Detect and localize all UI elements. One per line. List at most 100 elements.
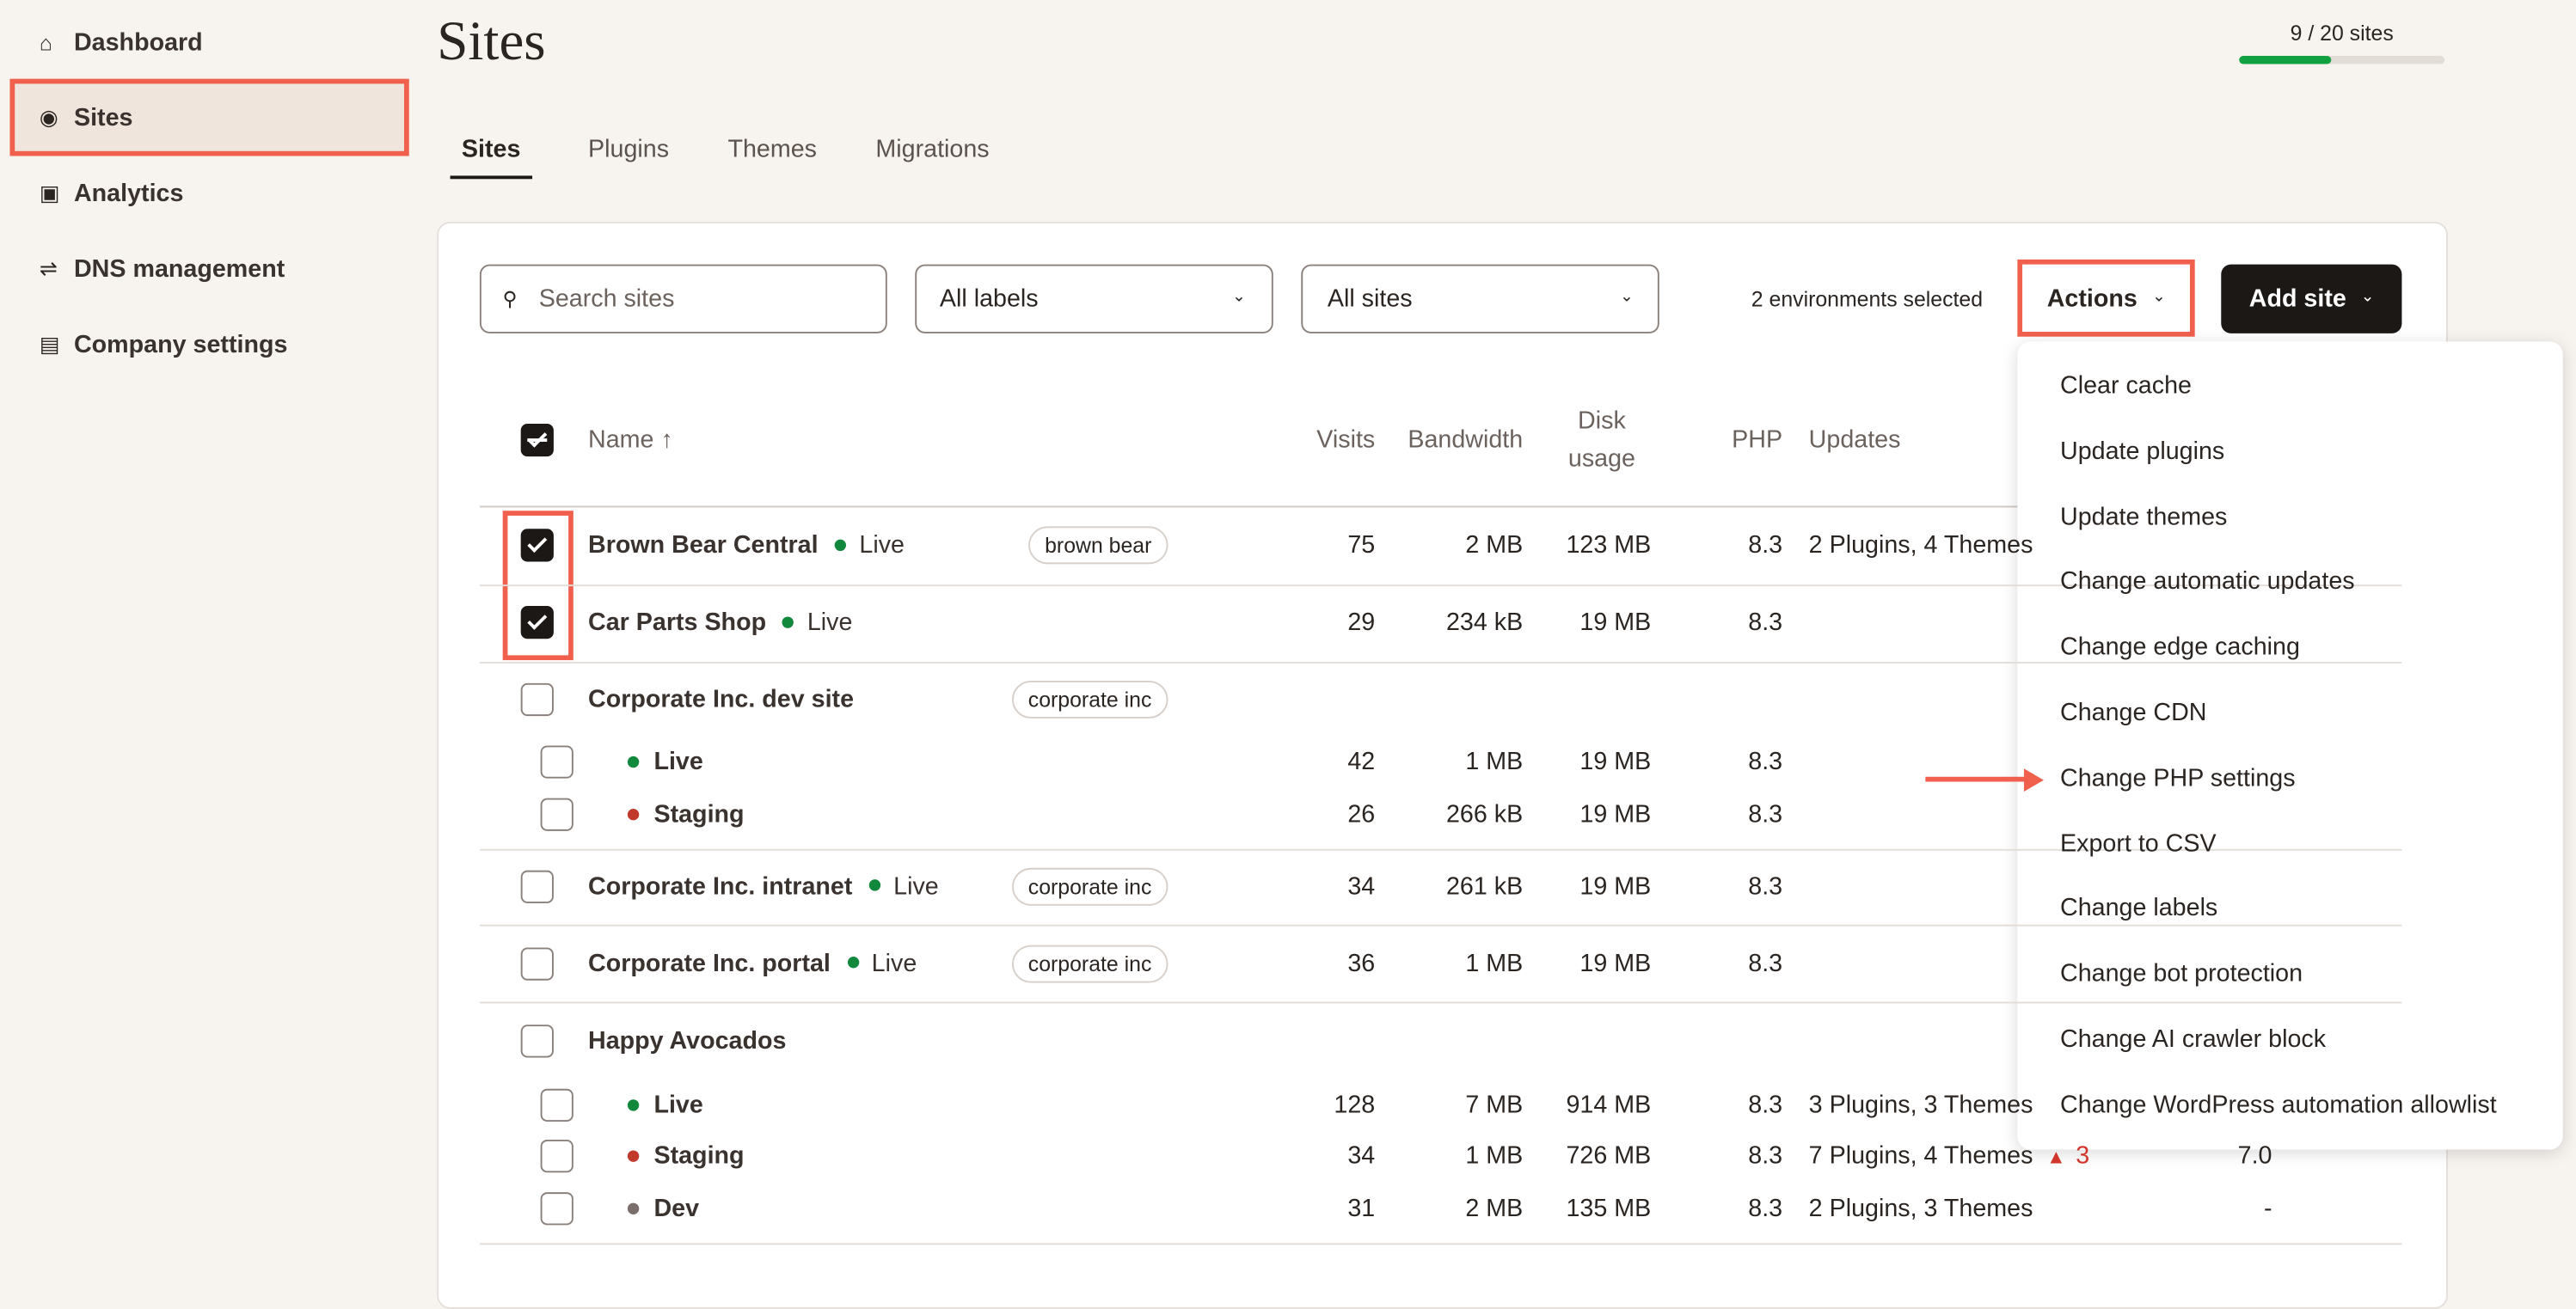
tab[interactable]: Sites (461, 135, 521, 164)
sidebar-item[interactable]: Sites (73, 104, 133, 132)
menu-item[interactable]: Change bot protection (2060, 960, 2303, 988)
page-title: Sites (437, 11, 546, 73)
site-name-text[interactable]: Happy Avocados (588, 1026, 787, 1055)
disk-usage: 914 MB (1566, 1090, 1652, 1119)
site-name-text[interactable]: Corporate Inc. intranet (588, 872, 853, 901)
tab[interactable]: Themes (727, 135, 817, 164)
php-version: 8.3 (1748, 748, 1783, 776)
add-site-button[interactable] (2221, 264, 2402, 333)
env-dot (627, 1150, 640, 1162)
indeterminate-mark (527, 438, 548, 442)
add-site-label: Add site (2248, 284, 2346, 313)
label-pill: corporate inc (1011, 944, 1168, 982)
env-checkbox[interactable] (540, 1087, 573, 1122)
column-header: Updates (1808, 425, 1901, 455)
screen: Sites 9 / 20 sites ⚲ Search sites All la… (0, 0, 2576, 1278)
php-version: 8.3 (1748, 1194, 1783, 1222)
menu-item[interactable]: Change edge caching (2060, 633, 2300, 662)
row-checkbox[interactable] (520, 682, 554, 717)
env-name: Live (653, 748, 703, 776)
disk-usage: 19 MB (1579, 799, 1652, 828)
php-version: 8.3 (1748, 1090, 1783, 1119)
status-dot (847, 957, 859, 969)
warning-count: 3 (2076, 1141, 2090, 1171)
php-version: 8.3 (1748, 949, 1783, 977)
row-checkbox[interactable] (520, 529, 554, 562)
bandwidth: 261 kB (1445, 872, 1524, 901)
updates: 2 Plugins, 4 Themes (1808, 531, 2033, 560)
disk-usage: 19 MB (1579, 608, 1652, 637)
site-name: Brown Bear Central Live (588, 531, 905, 559)
env-name: Dev (653, 1194, 700, 1222)
row-checkbox[interactable] (520, 606, 554, 639)
search-icon: ⚲ (502, 287, 518, 311)
env-name: Staging (653, 1141, 745, 1171)
visits: 31 (1347, 1194, 1376, 1222)
sites-value: All sites (1327, 284, 1413, 313)
menu-item[interactable]: Change CDN (2060, 699, 2207, 727)
row-separator (479, 1001, 2402, 1004)
arrow-shaft (1925, 776, 2027, 782)
bandwidth: 1 MB (1465, 748, 1524, 776)
row-separator (479, 584, 2402, 587)
menu-item[interactable]: Update plugins (2060, 437, 2225, 466)
status-dot (868, 879, 880, 891)
env-checkbox[interactable] (540, 745, 573, 779)
status-dot (782, 615, 794, 627)
env-checkbox[interactable] (540, 1140, 573, 1173)
visits: 42 (1347, 748, 1376, 776)
php-version: 8.3 (1748, 608, 1783, 637)
actions-button[interactable] (2017, 259, 2195, 337)
active-highlight (9, 78, 409, 156)
site-name: Happy Avocados (588, 1026, 786, 1054)
chevron: ⌄ (1619, 288, 1634, 307)
bandwidth: 266 kB (1445, 799, 1524, 828)
site-name-text[interactable]: Car Parts Shop (588, 608, 767, 637)
status: Live (893, 872, 939, 901)
row-separator (479, 662, 2402, 664)
menu-item[interactable]: Export to CSV (2060, 829, 2217, 858)
sidebar-icon: ▣ (39, 180, 60, 205)
sidebar-item[interactable]: DNS management (73, 255, 285, 284)
sidebar-item[interactable]: Dashboard (73, 28, 203, 57)
tab[interactable]: Plugins (588, 135, 670, 164)
row-checkbox[interactable] (520, 946, 554, 980)
menu-item[interactable]: Clear cache (2060, 371, 2192, 401)
label-pill: corporate inc (1011, 680, 1168, 719)
menu-item[interactable]: Change labels (2060, 895, 2218, 923)
php-version: 8.3 (1748, 799, 1783, 828)
sidebar-item[interactable]: Analytics (73, 180, 184, 208)
sidebar-item[interactable]: Company settings (73, 331, 288, 359)
warning-icon: ▲ (2046, 1145, 2066, 1169)
php-version: 8.3 (1748, 1141, 1783, 1171)
column-header: PHP (1732, 425, 1783, 455)
updates: 3 Plugins, 3 Themes (1808, 1090, 2033, 1119)
sites-select[interactable] (1301, 264, 1659, 333)
selection-count: 2 environments selected (1751, 286, 1984, 312)
bandwidth: 1 MB (1465, 949, 1524, 977)
env-dot (627, 808, 640, 820)
site-name-text[interactable]: Brown Bear Central (588, 531, 819, 560)
menu-item[interactable]: Change automatic updates (2060, 567, 2355, 596)
search-box[interactable] (479, 264, 887, 333)
row-separator (479, 924, 2402, 927)
labels-select[interactable] (915, 264, 1273, 333)
usage-bar (2239, 55, 2445, 64)
menu-item[interactable]: Update themes (2060, 502, 2228, 531)
env-checkbox[interactable] (540, 1191, 573, 1225)
menu-item[interactable]: Change PHP settings (2060, 764, 2296, 792)
env-dot (627, 1202, 640, 1214)
site-name-text[interactable]: Corporate Inc. dev site (588, 685, 855, 714)
env-checkbox[interactable] (540, 797, 573, 830)
site-name-text[interactable]: Corporate Inc. portal (588, 949, 831, 977)
menu-item[interactable]: Change AI crawler block (2060, 1025, 2327, 1054)
disk-usage: 19 MB (1579, 872, 1652, 901)
extra-value: - (2263, 1194, 2272, 1222)
row-checkbox[interactable] (520, 1024, 554, 1057)
status: Live (807, 608, 853, 637)
tab[interactable]: Migrations (875, 135, 990, 164)
sidebar-icon: ◉ (39, 105, 58, 130)
disk-usage: 726 MB (1566, 1141, 1652, 1171)
row-checkbox[interactable] (520, 869, 554, 902)
menu-item[interactable]: Change WordPress automation allowlist (2060, 1091, 2497, 1119)
